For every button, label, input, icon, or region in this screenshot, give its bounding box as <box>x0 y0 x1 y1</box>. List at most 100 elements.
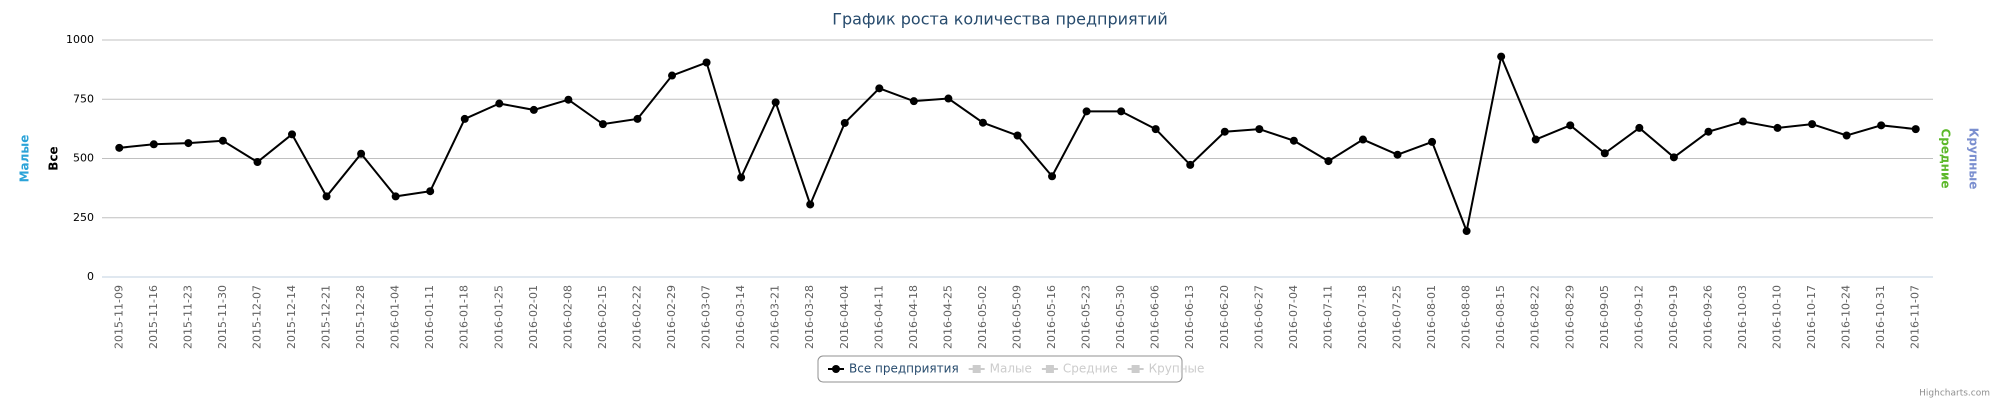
legend-item[interactable]: Все предприятия <box>849 362 959 376</box>
x-tick-label: 2016-01-11 <box>423 285 436 349</box>
legend-symbol <box>1045 365 1054 373</box>
legend-item[interactable]: Крупные <box>1149 362 1205 376</box>
data-point <box>875 84 884 93</box>
data-point <box>1704 127 1713 136</box>
x-tick-label: 2016-06-13 <box>1183 285 1196 349</box>
x-tick-label: 2016-03-07 <box>700 285 713 349</box>
x-tick-label: 2016-02-08 <box>561 285 574 349</box>
data-point <box>1842 131 1851 140</box>
x-tick-label: 2016-08-08 <box>1460 285 1473 349</box>
data-point <box>1497 52 1506 61</box>
data-point <box>909 97 918 106</box>
data-point <box>1738 117 1747 126</box>
x-tick-label: 2016-07-11 <box>1321 285 1334 349</box>
data-point <box>391 192 400 201</box>
series-line <box>119 53 1916 235</box>
y-tick-label: 500 <box>73 152 94 165</box>
x-tick-label: 2015-11-09 <box>112 285 125 349</box>
x-tick-label: 2015-11-23 <box>181 285 194 349</box>
data-point <box>115 143 124 152</box>
data-point <box>1462 227 1471 236</box>
data-point <box>702 58 711 67</box>
data-point <box>1117 107 1126 116</box>
legend-symbol <box>832 365 840 373</box>
x-tick-label: 2016-08-15 <box>1494 285 1507 349</box>
data-point <box>1773 123 1782 132</box>
data-point <box>633 114 642 123</box>
data-point <box>1255 125 1264 134</box>
x-tick-label: 2016-05-02 <box>976 285 989 349</box>
y-tick-label: 250 <box>73 211 94 224</box>
x-tick-label: 2015-12-21 <box>320 285 333 349</box>
y-axis-title: Крупные <box>1967 128 1981 190</box>
x-tick-label: 2016-04-25 <box>941 285 954 349</box>
x-tick-label: 2015-12-28 <box>354 285 367 349</box>
data-point <box>1324 157 1333 166</box>
data-point <box>426 187 435 196</box>
data-point <box>840 118 849 127</box>
x-tick-label: 2016-03-21 <box>769 285 782 349</box>
x-tick-label: 2016-08-29 <box>1563 285 1576 349</box>
data-point <box>978 118 987 127</box>
data-point <box>1082 107 1091 116</box>
chart-title: График роста количества предприятий <box>832 10 1168 29</box>
x-tick-label: 2016-05-09 <box>1011 285 1024 349</box>
data-point <box>1393 150 1402 159</box>
x-tick-label: 2016-09-19 <box>1667 285 1680 349</box>
x-tick-label: 2016-09-26 <box>1701 285 1714 349</box>
x-tick-label: 2015-12-07 <box>250 285 263 349</box>
x-tick-label: 2016-01-25 <box>492 285 505 349</box>
x-tick-label: 2016-07-18 <box>1356 285 1369 349</box>
data-point <box>1531 135 1540 144</box>
data-point <box>1151 125 1160 134</box>
x-tick-label: 2016-02-22 <box>630 285 643 349</box>
data-point <box>1186 160 1195 169</box>
x-tick-label: 2016-09-12 <box>1632 285 1645 349</box>
data-point <box>771 98 780 107</box>
data-point <box>149 140 158 149</box>
data-point <box>1566 121 1575 130</box>
y-tick-label: 1000 <box>66 33 94 46</box>
x-tick-label: 2016-04-11 <box>872 285 885 349</box>
y-axis-title: Средние <box>1939 128 1953 188</box>
x-tick-label: 2016-06-06 <box>1149 285 1162 349</box>
y-axis-title: Малые <box>18 135 32 183</box>
x-tick-label: 2016-01-18 <box>458 285 471 349</box>
data-point <box>564 95 573 104</box>
data-point <box>253 158 262 167</box>
x-tick-label: 2016-10-10 <box>1771 285 1784 349</box>
x-tick-label: 2016-07-25 <box>1391 285 1404 349</box>
legend-item[interactable]: Малые <box>990 362 1032 376</box>
x-tick-label: 2016-06-27 <box>1252 285 1265 349</box>
data-point <box>1911 125 1920 134</box>
data-point <box>1358 135 1367 144</box>
data-point <box>218 136 227 145</box>
data-point <box>1220 127 1229 136</box>
x-tick-label: 2016-06-20 <box>1218 285 1231 349</box>
data-point <box>598 120 607 129</box>
data-point <box>1669 153 1678 162</box>
x-tick-label: 2015-11-30 <box>216 285 229 349</box>
data-point <box>1808 120 1817 129</box>
data-point <box>495 99 504 108</box>
legend-symbol <box>972 365 981 373</box>
credits[interactable]: Highcharts.com <box>1919 389 1990 399</box>
x-tick-label: 2016-01-04 <box>389 285 402 349</box>
x-tick-label: 2015-12-14 <box>285 285 298 349</box>
data-point <box>288 130 297 139</box>
data-point <box>529 105 538 114</box>
x-tick-label: 2015-11-16 <box>147 285 160 349</box>
data-point <box>1635 123 1644 132</box>
data-point <box>357 149 366 158</box>
x-tick-label: 2016-10-17 <box>1805 285 1818 349</box>
legend-item[interactable]: Средние <box>1063 362 1118 376</box>
x-tick-label: 2016-11-07 <box>1909 285 1922 349</box>
data-point <box>1013 131 1022 140</box>
x-tick-label: 2016-09-05 <box>1598 285 1611 349</box>
data-point <box>1877 121 1886 130</box>
legend-symbol <box>1131 365 1140 373</box>
y-axis-title: Все <box>47 146 61 170</box>
data-point <box>806 200 815 209</box>
x-tick-label: 2016-05-23 <box>1080 285 1093 349</box>
